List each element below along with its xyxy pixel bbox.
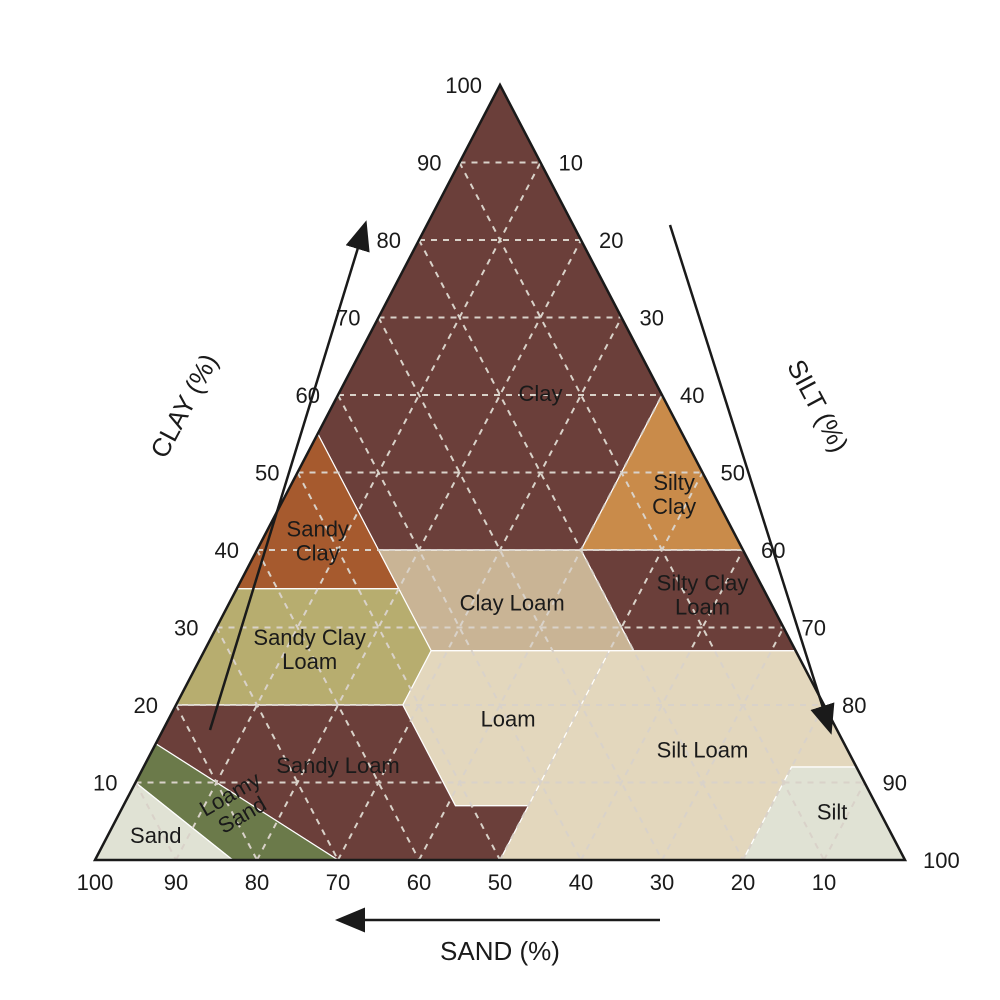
silt-tick-70: 70	[802, 616, 826, 641]
clay-axis-label: CLAY (%)	[144, 349, 224, 463]
silt-tick-50: 50	[721, 461, 745, 486]
clay-tick-40: 40	[215, 538, 239, 563]
clay-tick-50: 50	[255, 461, 279, 486]
label-clay-loam: Clay Loam	[460, 590, 565, 615]
sand-tick-40: 40	[569, 870, 593, 895]
sand-tick-60: 60	[407, 870, 431, 895]
sand-tick-70: 70	[326, 870, 350, 895]
label-loam: Loam	[481, 707, 536, 732]
label-clay: Clay	[518, 381, 562, 406]
sand-tick-30: 30	[650, 870, 674, 895]
silt-tick-80: 80	[842, 693, 866, 718]
clay-tick-100: 100	[445, 73, 482, 98]
silt-tick-10: 10	[559, 151, 583, 176]
sand-tick-10: 10	[812, 870, 836, 895]
label-sand: Sand	[130, 823, 181, 848]
sand-tick-80: 80	[245, 870, 269, 895]
clay-tick-80: 80	[377, 228, 401, 253]
sand-axis-label: SAND (%)	[440, 936, 560, 966]
clay-tick-20: 20	[134, 693, 158, 718]
silt-tick-40: 40	[680, 383, 704, 408]
clay-tick-10: 10	[93, 771, 117, 796]
silt-tick-20: 20	[599, 228, 623, 253]
clay-tick-90: 90	[417, 151, 441, 176]
silt-axis-label: SILT (%)	[781, 355, 855, 458]
label-silty-clay: SiltyClay	[652, 470, 696, 519]
sand-tick-50: 50	[488, 870, 512, 895]
regions-layer	[95, 85, 905, 860]
silt-tick-30: 30	[640, 306, 664, 331]
label-sandy-loam: Sandy Loam	[276, 753, 400, 778]
sand-tick-100: 100	[77, 870, 114, 895]
label-sandy-clay: SandyClay	[287, 516, 349, 565]
soil-texture-triangle: ClaySiltyClaySilty ClayLoamSandyClayClay…	[0, 0, 1000, 1000]
clay-tick-30: 30	[174, 616, 198, 641]
silt-tick-100: 100	[923, 848, 960, 873]
label-silt: Silt	[817, 800, 848, 825]
sand-tick-90: 90	[164, 870, 188, 895]
silt-tick-90: 90	[883, 771, 907, 796]
label-silt-loam: Silt Loam	[657, 738, 749, 763]
sand-tick-20: 20	[731, 870, 755, 895]
